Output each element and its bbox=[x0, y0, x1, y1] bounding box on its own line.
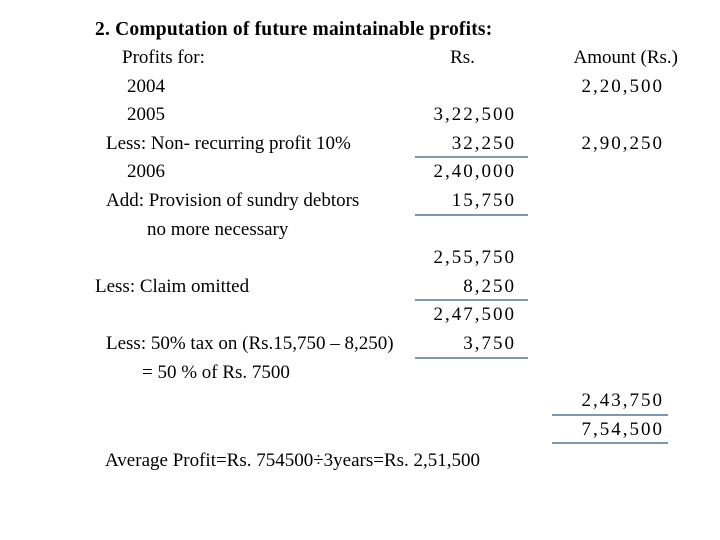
table-row: 2004 2,20,500 bbox=[0, 73, 720, 102]
table-row: 2006 2,40,000 bbox=[0, 158, 720, 187]
table-row: 7,54,500 bbox=[0, 416, 720, 445]
rs-cell: 32,250 bbox=[415, 130, 528, 159]
rs-cell bbox=[415, 387, 528, 416]
amount-cell bbox=[552, 330, 668, 359]
table-row: 2,43,750 bbox=[0, 387, 720, 416]
row-label: Less: 50% tax on (Rs.15,750 – 8,250) bbox=[106, 332, 394, 354]
table-row: Less: Claim omitted 8,250 bbox=[0, 273, 720, 302]
table-row: Less: 50% tax on (Rs.15,750 – 8,250) 3,7… bbox=[0, 330, 720, 359]
table-row: 2,55,750 bbox=[0, 244, 720, 273]
rs-cell: 3,750 bbox=[415, 330, 528, 359]
row-label: Less: Claim omitted bbox=[95, 275, 250, 297]
row-label: 2006 bbox=[127, 161, 165, 183]
computation-table: Profits for: Rs. Amount (Rs.) 2004 2,20,… bbox=[0, 44, 720, 445]
amount-cell bbox=[552, 301, 668, 330]
row-label: no more necessary bbox=[147, 218, 289, 240]
amount-cell bbox=[552, 187, 668, 216]
amount-cell bbox=[552, 273, 668, 302]
amount-cell bbox=[552, 244, 668, 273]
rs-cell: 15,750 bbox=[415, 187, 528, 216]
amount-cell bbox=[552, 158, 668, 187]
table-row: Add: Provision of sundry debtors 15,750 bbox=[0, 187, 720, 216]
rs-cell: 8,250 bbox=[415, 273, 528, 302]
amount-cell: 2,43,750 bbox=[552, 387, 668, 416]
rs-cell bbox=[415, 73, 528, 102]
rs-cell: 3,22,500 bbox=[433, 104, 516, 126]
row-label: Add: Provision of sundry debtors bbox=[106, 189, 360, 211]
amount-cell bbox=[552, 101, 668, 130]
page-title: 2. Computation of future maintainable pr… bbox=[95, 19, 493, 40]
rs-cell: 2,47,500 bbox=[433, 304, 516, 326]
rs-cell bbox=[415, 416, 528, 445]
column-header-amount: Amount (Rs.) bbox=[573, 47, 679, 68]
amount-cell: 2,90,250 bbox=[581, 132, 664, 154]
row-label: 2004 bbox=[127, 75, 165, 97]
table-row: 2,47,500 bbox=[0, 301, 720, 330]
row-label: = 50 % of Rs. 7500 bbox=[142, 361, 290, 383]
amount-cell bbox=[552, 359, 668, 388]
average-profit-line: Average Profit=Rs. 754500÷3years=Rs. 2,5… bbox=[105, 450, 481, 471]
column-header-rs: Rs. bbox=[450, 47, 475, 68]
rs-cell: 2,55,750 bbox=[433, 247, 516, 269]
table-row: 2005 3,22,500 bbox=[0, 101, 720, 130]
rs-cell bbox=[415, 359, 528, 388]
row-label: Less: Non- recurring profit 10% bbox=[106, 132, 351, 154]
table-row: Less: Non- recurring profit 10% 32,250 2… bbox=[0, 130, 720, 159]
amount-cell bbox=[552, 216, 668, 245]
table-row: no more necessary bbox=[0, 216, 720, 245]
row-label: 2005 bbox=[127, 104, 165, 126]
column-header-label: Profits for: bbox=[122, 47, 205, 68]
amount-cell: 7,54,500 bbox=[552, 416, 668, 445]
rs-cell: 2,40,000 bbox=[433, 161, 516, 183]
amount-cell: 2,20,500 bbox=[581, 75, 664, 97]
rs-cell bbox=[415, 216, 528, 245]
table-row: = 50 % of Rs. 7500 bbox=[0, 359, 720, 388]
table-header-row: Profits for: Rs. Amount (Rs.) bbox=[0, 44, 720, 73]
